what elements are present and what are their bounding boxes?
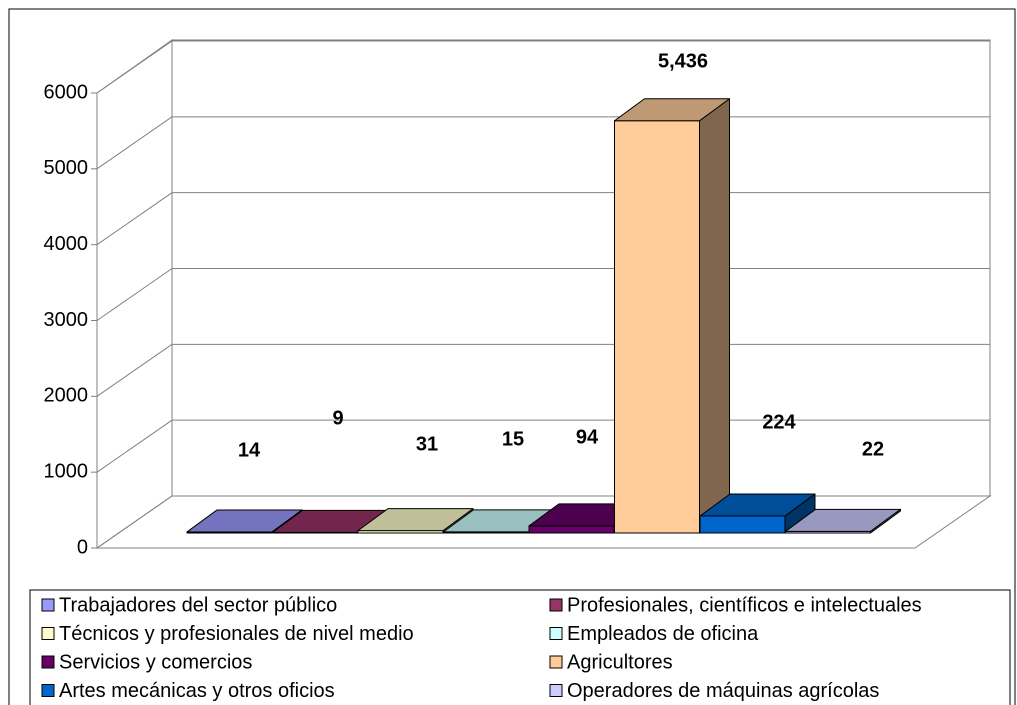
legend-label: Operadores de máquinas agrícolas bbox=[567, 680, 879, 702]
y-tick-label: 1000 bbox=[44, 460, 89, 482]
legend-swatch bbox=[549, 627, 563, 640]
legend-label: Trabajadores del sector público bbox=[59, 594, 337, 616]
legend-swatch bbox=[41, 655, 55, 669]
grid-line bbox=[96, 40, 173, 94]
y-tick-label: 3000 bbox=[44, 309, 89, 331]
legend-swatch bbox=[549, 684, 563, 697]
floor bbox=[95, 495, 992, 549]
bar bbox=[785, 508, 901, 534]
data-label: 5,436 bbox=[658, 50, 708, 72]
legend-label: Profesionales, científicos e intelectual… bbox=[567, 594, 922, 616]
legend-swatch bbox=[41, 627, 55, 640]
legend bbox=[29, 589, 1011, 705]
data-label: 224 bbox=[762, 411, 796, 433]
data-label: 31 bbox=[416, 433, 438, 455]
grid-line bbox=[96, 268, 173, 321]
y-tick-label: 0 bbox=[77, 536, 88, 558]
bar-top bbox=[614, 98, 730, 122]
data-label: 14 bbox=[238, 439, 261, 461]
chart-border bbox=[8, 8, 1016, 705]
bar-front bbox=[528, 525, 615, 534]
legend-label: Agricultores bbox=[567, 651, 673, 673]
bar-top bbox=[699, 493, 816, 517]
data-label: 94 bbox=[576, 426, 599, 448]
y-tick-label: 6000 bbox=[44, 81, 89, 103]
bar bbox=[614, 98, 730, 534]
bar-front bbox=[614, 120, 700, 534]
grid-line bbox=[96, 116, 173, 170]
data-label: 22 bbox=[862, 438, 884, 460]
legend-label: Artes mecánicas y otros oficios bbox=[59, 680, 335, 702]
grid-line bbox=[96, 343, 173, 397]
bar-top bbox=[357, 508, 474, 532]
legend-swatch bbox=[41, 598, 55, 612]
grid-line bbox=[96, 419, 173, 473]
grid-line bbox=[96, 192, 173, 246]
bar-front bbox=[699, 515, 786, 534]
legend-label: Técnicos y profesionales de nivel medio bbox=[59, 623, 414, 645]
y-tick-label: 4000 bbox=[44, 233, 89, 255]
legend-label: Servicios y comercios bbox=[59, 651, 252, 673]
data-label: 15 bbox=[502, 428, 524, 450]
legend-swatch bbox=[549, 598, 563, 612]
y-tick-label: 2000 bbox=[44, 385, 89, 407]
data-label: 9 bbox=[332, 407, 343, 429]
bar-side bbox=[699, 98, 730, 534]
bar-top bbox=[785, 508, 901, 532]
legend-label: Empleados de oficina bbox=[567, 623, 759, 645]
legend-swatch bbox=[549, 655, 563, 669]
bar-top bbox=[186, 509, 303, 533]
legend-swatch bbox=[41, 684, 55, 697]
y-tick-label: 5000 bbox=[44, 157, 89, 179]
